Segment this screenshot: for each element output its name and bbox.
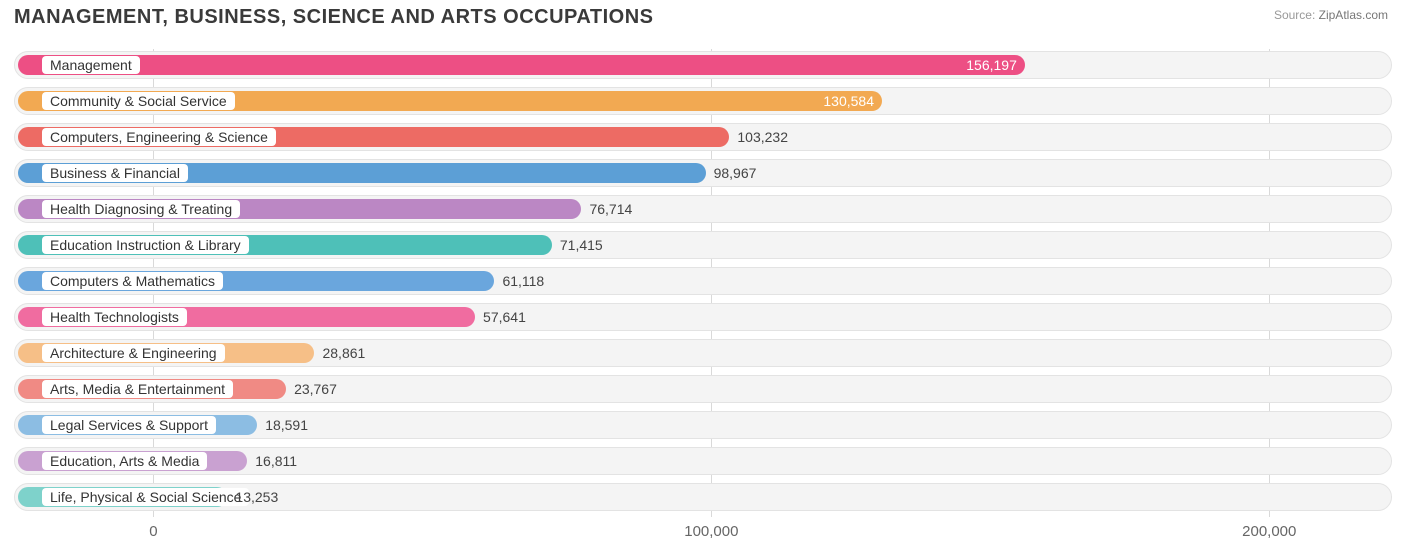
category-label: Computers & Mathematics (42, 272, 223, 290)
value-label: 76,714 (589, 200, 632, 218)
bar-row: Arts, Media & Entertainment 23,767 (14, 373, 1392, 405)
category-label: Management (42, 56, 140, 74)
category-label: Life, Physical & Social Science (42, 488, 249, 506)
x-tick-label: 0 (149, 523, 157, 540)
value-label: 61,118 (502, 272, 544, 290)
bar-row: Computers, Engineering & Science 103,232 (14, 121, 1392, 153)
x-tick-label: 100,000 (684, 523, 738, 540)
bar-row: Education Instruction & Library 71,415 (14, 229, 1392, 261)
value-label: 13,253 (235, 488, 278, 506)
bar-row: Business & Financial 98,967 (14, 157, 1392, 189)
bar-row: Education, Arts & Media 16,811 (14, 445, 1392, 477)
category-label: Community & Social Service (42, 92, 235, 110)
category-label: Health Diagnosing & Treating (42, 200, 240, 218)
category-label: Business & Financial (42, 164, 188, 182)
chart-header: MANAGEMENT, BUSINESS, SCIENCE AND ARTS O… (0, 0, 1406, 33)
plot-region: 0100,000200,000Management156,197Communit… (14, 49, 1392, 517)
chart-title: MANAGEMENT, BUSINESS, SCIENCE AND ARTS O… (14, 6, 653, 29)
category-label: Education Instruction & Library (42, 236, 249, 254)
source-attribution: Source: ZipAtlas.com (1274, 8, 1388, 22)
category-label: Computers, Engineering & Science (42, 128, 276, 146)
category-label: Arts, Media & Entertainment (42, 380, 233, 398)
value-label: 156,197 (966, 56, 1017, 74)
bar (18, 55, 1025, 75)
category-label: Legal Services & Support (42, 416, 216, 434)
value-label: 23,767 (294, 380, 337, 398)
bar-row: Community & Social Service 130,584 (14, 85, 1392, 117)
bar-row: Architecture & Engineering 28,861 (14, 337, 1392, 369)
source-value: ZipAtlas.com (1319, 8, 1388, 22)
bar-row: Life, Physical & Social Science13,253 (14, 481, 1392, 513)
source-label: Source: (1274, 8, 1315, 22)
category-label: Health Technologists (42, 308, 187, 326)
value-label: 57,641 (483, 308, 526, 326)
value-label: 18,591 (265, 416, 308, 434)
bar-row: Health Technologists 57,641 (14, 301, 1392, 333)
x-tick-label: 200,000 (1242, 523, 1296, 540)
value-label: 28,861 (322, 344, 365, 362)
bar-row: Health Diagnosing & Treating 76,714 (14, 193, 1392, 225)
bar-row: Legal Services & Support 18,591 (14, 409, 1392, 441)
value-label: 98,967 (714, 164, 757, 182)
value-label: 130,584 (823, 92, 874, 110)
value-label: 103,232 (737, 128, 788, 146)
value-label: 71,415 (560, 236, 603, 254)
value-label: 16,811 (255, 452, 297, 470)
bar-row: Computers & Mathematics 61,118 (14, 265, 1392, 297)
category-label: Architecture & Engineering (42, 344, 225, 362)
bar-row: Management 156,197 (14, 49, 1392, 81)
chart-area: 0 100,000 200,000 Management 156,197 Communit… (0, 33, 1406, 553)
category-label: Education, Arts & Media (42, 452, 207, 470)
